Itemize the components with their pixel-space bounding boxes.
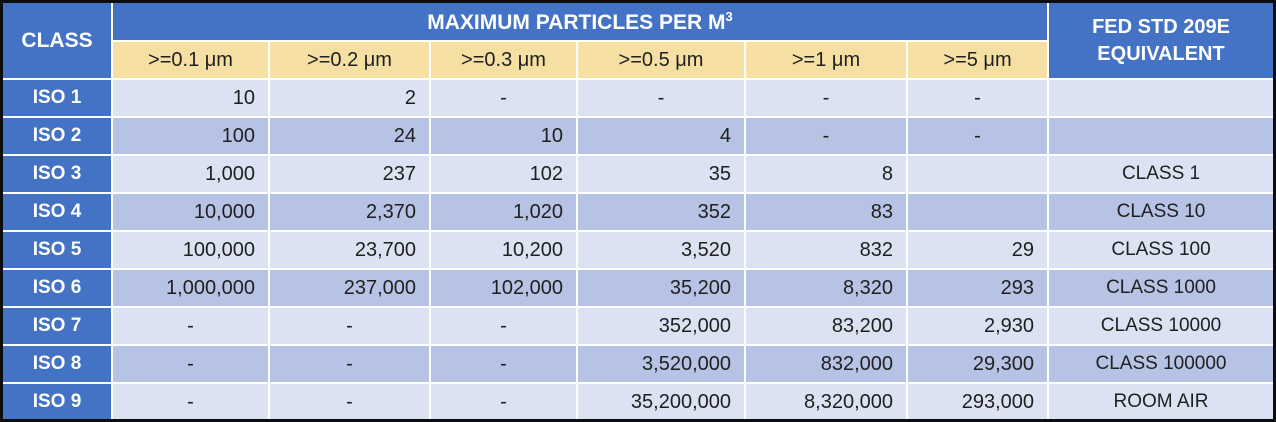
particle-count-cell — [908, 194, 1048, 230]
particle-count-cell: 2 — [270, 80, 429, 116]
table-row-iso-3: ISO 3 1,000 237 102 35 8 CLASS 1 — [3, 156, 1273, 192]
particle-count-cell: 83 — [746, 194, 906, 230]
particle-count-cell: 35 — [578, 156, 744, 192]
fed-equivalent-cell — [1049, 80, 1273, 116]
table-row-iso-1: ISO 1 10 2 - - - - — [3, 80, 1273, 116]
fed-equivalent-cell: CLASS 1 — [1049, 156, 1273, 192]
particle-count-cell: - — [113, 384, 268, 419]
fed-equivalent-cell: CLASS 10 — [1049, 194, 1273, 230]
particle-count-cell: 29 — [908, 232, 1048, 268]
fed-std-line1: FED STD 209E — [1092, 15, 1230, 38]
fed-equivalent-cell: ROOM AIR — [1049, 384, 1273, 419]
particle-count-cell: 24 — [270, 118, 429, 154]
particle-count-cell: 3,520,000 — [578, 346, 744, 382]
fed-std-line2: EQUIVALENT — [1097, 42, 1225, 65]
size-header-5um: >=5 μm — [908, 42, 1048, 78]
particle-count-cell: - — [113, 308, 268, 344]
particle-count-cell: 352,000 — [578, 308, 744, 344]
particle-count-cell: 23,700 — [270, 232, 429, 268]
particle-count-cell: - — [270, 384, 429, 419]
particle-count-cell: 102 — [431, 156, 576, 192]
particle-count-cell: 293 — [908, 270, 1048, 306]
particle-count-cell: 100,000 — [113, 232, 268, 268]
particle-count-cell: 10 — [431, 118, 576, 154]
size-header-0-1um: >=0.1 μm — [113, 42, 268, 78]
table-row-iso-6: ISO 6 1,000,000 237,000 102,000 35,200 8… — [3, 270, 1273, 306]
header-row-top: CLASS MAXIMUM PARTICLES PER M3 FED STD 2… — [3, 3, 1273, 78]
size-header-0-2um: >=0.2 μm — [270, 42, 429, 78]
particle-count-cell: 35,200,000 — [578, 384, 744, 419]
particle-count-cell: - — [908, 118, 1048, 154]
particle-count-cell: - — [270, 308, 429, 344]
particle-count-cell: 1,000,000 — [113, 270, 268, 306]
particle-count-cell: 83,200 — [746, 308, 906, 344]
particle-count-cell: 832,000 — [746, 346, 906, 382]
fed-equivalent-cell: CLASS 10000 — [1049, 308, 1273, 344]
header-row-sizes: >=0.1 μm >=0.2 μm >=0.3 μm >=0.5 μm >=1 … — [3, 42, 1273, 78]
particle-count-cell: - — [908, 80, 1048, 116]
fed-std-header-cell: FED STD 209E EQUIVALENT — [1049, 3, 1273, 78]
particle-count-cell: - — [431, 346, 576, 382]
particle-count-cell: 832 — [746, 232, 906, 268]
size-header-0-3um: >=0.3 μm — [431, 42, 576, 78]
particle-count-cell: 35,200 — [578, 270, 744, 306]
particles-title-text: MAXIMUM PARTICLES PER M — [427, 10, 726, 34]
size-header-0-5um: >=0.5 μm — [578, 42, 744, 78]
particle-count-cell: - — [270, 346, 429, 382]
particle-count-cell: - — [578, 80, 744, 116]
particle-count-cell: - — [431, 80, 576, 116]
particle-count-cell: 1,020 — [431, 194, 576, 230]
iso-row-label: ISO 1 — [3, 80, 111, 116]
particle-count-cell: 237 — [270, 156, 429, 192]
particle-count-cell: 2,370 — [270, 194, 429, 230]
table-row-iso-8: ISO 8 - - - 3,520,000 832,000 29,300 CLA… — [3, 346, 1273, 382]
particle-count-cell: - — [431, 308, 576, 344]
iso-row-label: ISO 2 — [3, 118, 111, 154]
iso-row-label: ISO 9 — [3, 384, 111, 419]
particle-count-cell: 2,930 — [908, 308, 1048, 344]
particle-count-cell: 8,320 — [746, 270, 906, 306]
fed-equivalent-cell: CLASS 100 — [1049, 232, 1273, 268]
class-header-cell: CLASS — [3, 3, 111, 78]
particle-count-cell: - — [431, 384, 576, 419]
particle-count-cell: - — [113, 346, 268, 382]
fed-equivalent-cell: CLASS 1000 — [1049, 270, 1273, 306]
particle-count-cell: 102,000 — [431, 270, 576, 306]
particle-count-cell: 8 — [746, 156, 906, 192]
particle-count-cell — [908, 156, 1048, 192]
particle-count-cell: - — [746, 80, 906, 116]
size-header-1um: >=1 μm — [746, 42, 906, 78]
particle-count-cell: - — [746, 118, 906, 154]
iso-row-label: ISO 6 — [3, 270, 111, 306]
table-row-iso-9: ISO 9 - - - 35,200,000 8,320,000 293,000… — [3, 384, 1273, 419]
fed-equivalent-cell — [1049, 118, 1273, 154]
iso-row-label: ISO 5 — [3, 232, 111, 268]
particle-count-cell: 10 — [113, 80, 268, 116]
particle-count-cell: 237,000 — [270, 270, 429, 306]
particle-count-cell: 4 — [578, 118, 744, 154]
particle-count-cell: 293,000 — [908, 384, 1048, 419]
iso-row-label: ISO 4 — [3, 194, 111, 230]
particle-count-cell: 100 — [113, 118, 268, 154]
table-row-iso-4: ISO 4 10,000 2,370 1,020 352 83 CLASS 10 — [3, 194, 1273, 230]
particle-count-cell: 3,520 — [578, 232, 744, 268]
particle-count-cell: 10,200 — [431, 232, 576, 268]
iso-row-label: ISO 7 — [3, 308, 111, 344]
cubic-meter-exponent: 3 — [725, 8, 733, 24]
particle-count-cell: 10,000 — [113, 194, 268, 230]
table-row-iso-2: ISO 2 100 24 10 4 - - — [3, 118, 1273, 154]
table-row-iso-7: ISO 7 - - - 352,000 83,200 2,930 CLASS 1… — [3, 308, 1273, 344]
particles-header-cell: MAXIMUM PARTICLES PER M3 — [113, 3, 1048, 40]
iso-row-label: ISO 8 — [3, 346, 111, 382]
table-row-iso-5: ISO 5 100,000 23,700 10,200 3,520 832 29… — [3, 232, 1273, 268]
particle-count-cell: 29,300 — [908, 346, 1048, 382]
fed-equivalent-cell: CLASS 100000 — [1049, 346, 1273, 382]
particle-count-cell: 352 — [578, 194, 744, 230]
iso-row-label: ISO 3 — [3, 156, 111, 192]
particle-count-cell: 1,000 — [113, 156, 268, 192]
particle-count-cell: 8,320,000 — [746, 384, 906, 419]
